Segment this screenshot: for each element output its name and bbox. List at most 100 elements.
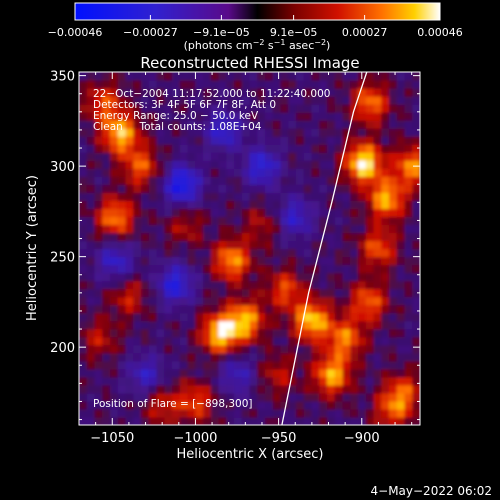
heatmap-cell: [288, 304, 297, 314]
heatmap-cell: [365, 120, 375, 129]
heatmap-cell: [226, 144, 235, 153]
heatmap-cell: [210, 392, 220, 402]
heatmap-cell: [133, 408, 142, 418]
heatmap-cell: [234, 304, 243, 314]
heatmap-cell: [404, 136, 413, 145]
heatmap-cell: [148, 240, 158, 250]
heatmap-cell: [265, 128, 274, 137]
heatmap-cell: [389, 136, 398, 145]
heatmap-cell: [404, 104, 413, 113]
heatmap-cell: [110, 312, 119, 322]
heatmap-cell: [141, 168, 150, 177]
heatmap-cell: [350, 88, 359, 97]
heatmap-cell: [303, 248, 313, 258]
heatmap-cell: [110, 232, 119, 242]
heatmap-cell: [164, 216, 173, 226]
heatmap-cell: [195, 192, 204, 201]
heatmap-cell: [195, 248, 204, 258]
heatmap-cell: [195, 200, 204, 209]
heatmap-cell: [141, 216, 150, 226]
heatmap-cell: [210, 400, 220, 410]
heatmap-cell: [110, 112, 119, 121]
heatmap-cell: [156, 408, 165, 418]
heatmap-cell: [195, 288, 204, 298]
heatmap-cell: [342, 152, 351, 161]
heatmap-cell: [226, 392, 235, 402]
heatmap-cell: [288, 80, 297, 89]
heatmap-cell: [280, 304, 289, 314]
heatmap-cell: [234, 200, 243, 209]
heatmap-cell: [234, 256, 243, 266]
heatmap-cell: [110, 80, 119, 89]
heatmap-cell: [141, 144, 150, 153]
heatmap-cell: [303, 272, 313, 282]
heatmap-cell: [226, 272, 235, 282]
heatmap-cell: [234, 136, 243, 145]
heatmap-cell: [265, 120, 274, 129]
heatmap-cell: [125, 144, 134, 153]
colorbar: −0.00046 −0.00027 −9.1e−05 9.1e−05 0.00027 0.…: [48, 2, 463, 52]
heatmap-cell: [280, 256, 289, 266]
heatmap-cell: [86, 376, 96, 386]
heatmap-cell: [218, 408, 227, 418]
heatmap-cell: [218, 192, 227, 201]
heatmap-cell: [187, 96, 196, 105]
heatmap-cell: [234, 264, 243, 274]
heatmap-cell: [272, 144, 282, 153]
heatmap-cell: [179, 392, 189, 402]
heatmap-cell: [404, 184, 413, 193]
heatmap-cell: [319, 248, 328, 258]
heatmap-cell: [311, 376, 320, 386]
heatmap-cell: [141, 344, 150, 354]
heatmap-cell: [404, 80, 413, 89]
heatmap-cell: [110, 128, 119, 137]
heatmap-cell: [319, 208, 328, 218]
heatmap-cell: [404, 192, 413, 201]
heatmap-cell: [156, 80, 165, 89]
heatmap-cell: [334, 104, 344, 113]
heatmap-cell: [110, 240, 119, 250]
heatmap-cell: [412, 120, 420, 129]
heatmap-cell: [141, 264, 150, 274]
heatmap-cell: [396, 296, 406, 306]
heatmap-cell: [350, 128, 359, 137]
heatmap-cell: [164, 256, 173, 266]
heatmap-cell: [412, 200, 420, 209]
heatmap-cell: [373, 272, 382, 282]
heatmap-cell: [319, 200, 328, 209]
heatmap-cell: [296, 248, 305, 258]
heatmap-cell: [218, 264, 227, 274]
heatmap-cell: [288, 256, 297, 266]
heatmap-cell: [381, 232, 390, 242]
heatmap-cell: [319, 120, 328, 129]
heatmap-cell: [404, 392, 413, 402]
heatmap-cell: [311, 248, 320, 258]
heatmap-cell: [226, 384, 235, 394]
heatmap-cell: [303, 144, 313, 153]
heatmap-cell: [358, 272, 367, 282]
heatmap-cell: [234, 272, 243, 282]
heatmap-cell: [156, 384, 165, 394]
heatmap-cell: [117, 112, 127, 121]
heatmap-cell: [203, 88, 212, 97]
heatmap-cell: [234, 160, 243, 169]
heatmap-cell: [179, 408, 189, 418]
heatmap-cell: [117, 272, 127, 282]
heatmap-cell: [404, 384, 413, 394]
y-tick-label: 250: [50, 251, 75, 266]
heatmap-cell: [319, 80, 328, 89]
heatmap-cell: [133, 80, 142, 89]
heatmap-cell: [280, 88, 289, 97]
heatmap-cell: [218, 96, 227, 105]
heatmap-cell: [210, 352, 220, 362]
x-tick-label: −1050: [90, 431, 134, 446]
heatmap-cell: [102, 312, 111, 322]
heatmap-cell: [288, 208, 297, 218]
heatmap-cell: [296, 400, 305, 410]
heatmap-cell: [94, 312, 103, 322]
heatmap-cell: [226, 240, 235, 250]
heatmap-cell: [94, 248, 103, 258]
heatmap-cell: [94, 264, 103, 274]
heatmap-cell: [218, 384, 227, 394]
heatmap-cell: [156, 264, 165, 274]
